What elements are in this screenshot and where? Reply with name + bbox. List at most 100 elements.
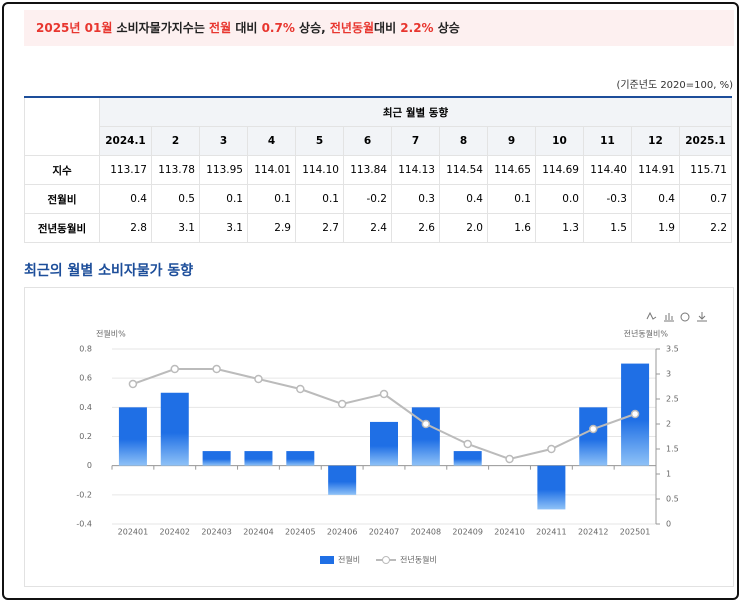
column-header: 2024.1 [99,126,152,156]
cell: 2.2 [678,213,733,243]
bar [453,451,482,466]
y-tick-label: -0.4 [76,520,92,529]
legend-label: 전월비 [338,555,360,565]
cell: -0.2 [342,184,392,214]
x-tick-label: 202501 [620,528,651,537]
x-tick-label: 202410 [494,528,525,537]
headline-part: 0.7% [261,21,295,35]
cell: 0.0 [534,184,584,214]
point [128,379,138,389]
cell: 1.6 [486,213,536,243]
y-tick-label: 0.6 [79,374,92,383]
unit-note: (기준년도 2020=100, %) [616,80,733,91]
point [588,424,598,434]
y-axis-label: 전월비% [96,329,126,339]
headline-part: 상승 [433,21,460,35]
cell: 0.4 [438,184,488,214]
cell: 113.84 [342,155,392,185]
y2-tick-label: 3.5 [666,345,679,354]
cell: 114.10 [294,155,344,185]
y-tick-label: 0.4 [79,403,92,412]
y-tick-label: 0.2 [79,432,92,441]
bar [244,451,273,466]
cell: -0.3 [582,184,632,214]
bar [579,407,608,466]
cell: 2.8 [99,213,152,243]
headline-part: 전월 [209,21,232,35]
headline-part: 소비자물가지수는 [112,21,210,35]
cell: 114.40 [582,155,632,185]
cell: 2.4 [342,213,392,243]
point [254,374,263,384]
data-table: 최근 월별 동향 2024.1 2 3 4 5 6 7 8 9 10 11 12 2025.1 지수 113.… [24,96,733,243]
column-header: 2025.1 [678,126,733,156]
column-header: 5 [294,126,344,156]
cell: 3.1 [198,213,248,243]
column-header: 11 [582,126,632,156]
cell: 114.69 [534,155,584,185]
cell: 113.95 [198,155,248,185]
y2-tick-label: 3 [666,370,671,379]
bar [118,407,147,466]
column-header: 6 [342,126,392,156]
row-label: 전년동월비 [24,213,100,243]
cell: 114.13 [390,155,440,185]
chart-title: 최근의 월별 소비자물가 동향 [24,263,194,279]
cell: 115.71 [678,155,733,185]
bar [286,451,315,466]
legend-label: 전년동월비 [400,555,437,565]
cell: 3.1 [150,213,200,243]
y-tick-label: 0.8 [79,345,92,354]
x-tick-label: 202406 [327,528,358,537]
cell: 1.9 [630,213,680,243]
point [547,444,556,454]
legend-swatch [320,556,334,564]
cell: 114.01 [246,155,296,185]
y2-tick-label: 2.5 [666,395,679,404]
x-tick-label: 202403 [201,528,232,537]
headline-part: 대비 [231,21,262,35]
column-header: 9 [486,126,536,156]
y2-tick-label: 1.5 [666,445,679,454]
cell: 113.17 [99,155,152,185]
cell: 0.4 [99,184,152,214]
bar [537,465,566,510]
y2-axis-label: 전년동월비% [624,329,669,339]
x-tick-label: 202401 [118,528,149,537]
cell: 113.78 [150,155,200,185]
y-tick-label: -0.2 [76,490,92,499]
cell: 0.7 [678,184,733,214]
toolbar[interactable] [646,311,707,322]
row-label: 전월비 [24,184,100,214]
point [505,454,514,464]
cell: 2.9 [246,213,296,243]
header-row: 최근 월별 동향 [24,96,732,156]
point [421,419,431,429]
point [379,389,389,399]
x-tick-label: 202409 [452,528,483,537]
point [212,364,221,374]
headline-part: 2.2% [400,21,434,35]
point [296,384,305,394]
column-header: 3 [198,126,248,156]
y-tick-label: 0 [87,461,92,470]
bar [328,465,357,495]
cell: 0.1 [294,184,344,214]
cell: 0.1 [486,184,536,214]
row-label: 지수 [24,155,100,185]
cell: 0.3 [390,184,440,214]
column-header: 2 [150,126,200,156]
cell: 1.3 [534,213,584,243]
cell: 0.5 [150,184,200,214]
x-tick-label: 202402 [159,528,190,537]
x-tick-label: 202407 [369,528,400,537]
cell: 1.5 [582,213,632,243]
y2-tick-label: 1 [666,470,671,479]
cell: 114.65 [486,155,536,185]
column-header: 10 [534,126,584,156]
chart-panel [24,287,734,587]
y2-tick-label: 0 [666,520,671,529]
cell: 0.1 [198,184,248,214]
cell: 114.91 [630,155,680,185]
